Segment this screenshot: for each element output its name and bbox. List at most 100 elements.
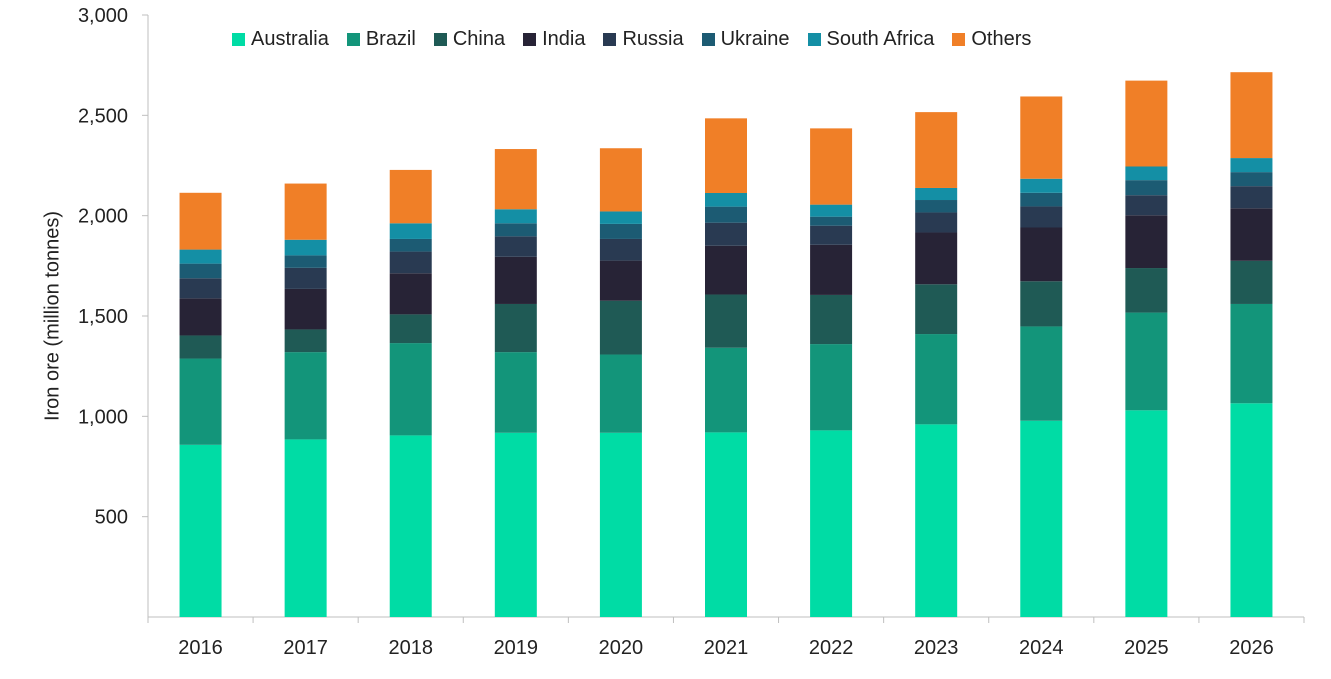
bar-segment-australia [915, 424, 958, 617]
legend-label: Brazil [365, 28, 416, 50]
bar-segment-south-africa [1230, 158, 1273, 173]
bar-segment-china [1230, 260, 1273, 304]
bar-segment-china [599, 300, 642, 355]
bar-segment-russia [179, 278, 222, 299]
bar-segment-brazil [1125, 312, 1168, 411]
legend-swatch [232, 33, 245, 46]
legend: Australia Brazil China India Russia Ukraine So… [232, 28, 1031, 51]
bar-segment-india [705, 245, 747, 295]
x-tick-label: 2026 [1229, 637, 1274, 659]
legend-label: India [542, 28, 586, 50]
bar-segment-russia [1125, 195, 1168, 216]
y-tick-label: 2,500 [78, 105, 128, 127]
bar-segment-others [915, 112, 958, 188]
legend-swatch [701, 33, 715, 46]
bar-segment-south-africa [915, 187, 958, 201]
bar-segment-brazil [1020, 326, 1063, 421]
bar-segment-south-africa [705, 192, 747, 207]
bar-segment-south-africa [284, 239, 327, 256]
legend-item: India [523, 28, 585, 51]
legend-item: Ukraine [701, 28, 790, 51]
bar-segment-india [389, 273, 432, 315]
bar-segment-others [1230, 72, 1273, 159]
legend-swatch [346, 33, 360, 46]
bar-segment-india [1230, 208, 1273, 261]
bar-segment-ukraine [599, 223, 642, 239]
bar-segment-china [1125, 268, 1168, 313]
bar-segment-india [494, 256, 537, 304]
bar-segment-ukraine [705, 206, 747, 223]
bar-segment-china [389, 314, 432, 344]
bar-segment-china [810, 294, 853, 345]
bar-segment-india [284, 288, 327, 330]
bar-segment-australia [389, 435, 432, 617]
bar-segment-australia [599, 432, 642, 617]
bar-segment-ukraine [284, 255, 327, 268]
bar-segment-others [705, 118, 747, 193]
x-tick-label: 2019 [494, 637, 539, 659]
legend-label: Australia [251, 28, 329, 50]
bar-segment-brazil [389, 343, 432, 436]
bar-segment-south-africa [389, 223, 432, 239]
bar-segment-others [494, 149, 537, 210]
bar-segment-russia [389, 251, 432, 274]
x-tick-label: 2020 [599, 637, 644, 659]
legend-swatch [433, 33, 447, 46]
bar-segment-china [1020, 281, 1063, 327]
bar-segment-others [284, 183, 327, 240]
bar-segment-australia [494, 432, 537, 617]
bar-segment-ukraine [1230, 172, 1273, 187]
bar-segment-australia [1230, 403, 1273, 617]
legend-label: Ukraine [720, 28, 790, 50]
x-tick-label: 2016 [178, 637, 223, 659]
bar-segment-china [179, 335, 222, 359]
bar-segment-others [810, 128, 853, 205]
bar-segment-others [599, 148, 642, 212]
bar-segment-others [1125, 80, 1168, 167]
bar-segment-brazil [810, 344, 853, 431]
bar-segment-others [179, 192, 222, 250]
bar-segment-brazil [494, 352, 537, 433]
y-axis-label: Iron ore (million tonnes) [41, 210, 64, 422]
x-tick-labels: 2016 2017 2018 2019 2020 2021 2022 2023 2024 2025… [178, 637, 1273, 659]
bar-segment-brazil [705, 347, 747, 433]
bar-segment-russia [810, 225, 853, 245]
bar-segment-india [1125, 215, 1168, 269]
x-tick-label: 2021 [704, 637, 749, 659]
bar-segment-australia [705, 432, 747, 617]
bar-segment-brazil [599, 354, 642, 433]
legend-item: China [433, 28, 506, 51]
bar-segment-india [1020, 227, 1063, 282]
legend-label: China [452, 28, 506, 50]
bar-segment-ukraine [915, 200, 958, 213]
bar-segment-russia [599, 238, 642, 261]
bar-segment-south-africa [179, 249, 222, 264]
legend-item: Others [952, 28, 1031, 51]
bar-segment-south-africa [810, 204, 853, 217]
bar-segment-south-africa [599, 211, 642, 224]
bar-segment-china [494, 303, 537, 353]
bar-segment-south-africa [1020, 178, 1063, 193]
y-tick-label: 1,000 [78, 406, 128, 428]
bar-segment-russia [1230, 186, 1273, 209]
legend-swatch [603, 33, 617, 46]
bar-segment-others [389, 169, 432, 224]
legend-item: South Africa [807, 28, 934, 51]
bar-segment-ukraine [179, 263, 222, 279]
bars [179, 72, 1273, 617]
bar-segment-australia [1020, 420, 1063, 617]
bar-segment-brazil [284, 352, 327, 440]
x-tick-label: 2018 [388, 637, 433, 659]
y-tick-label: 500 [95, 507, 128, 529]
x-tick-label: 2024 [1019, 637, 1064, 659]
bar-segment-south-africa [1125, 166, 1168, 181]
bar-segment-brazil [1230, 303, 1273, 404]
bar-segment-china [705, 294, 747, 348]
x-tick-label: 2022 [809, 637, 854, 659]
legend-swatch [523, 33, 537, 46]
bar-segment-australia [284, 439, 327, 617]
legend-swatch [807, 33, 821, 46]
bar-segment-india [179, 298, 222, 336]
legend-label: Others [971, 28, 1032, 50]
